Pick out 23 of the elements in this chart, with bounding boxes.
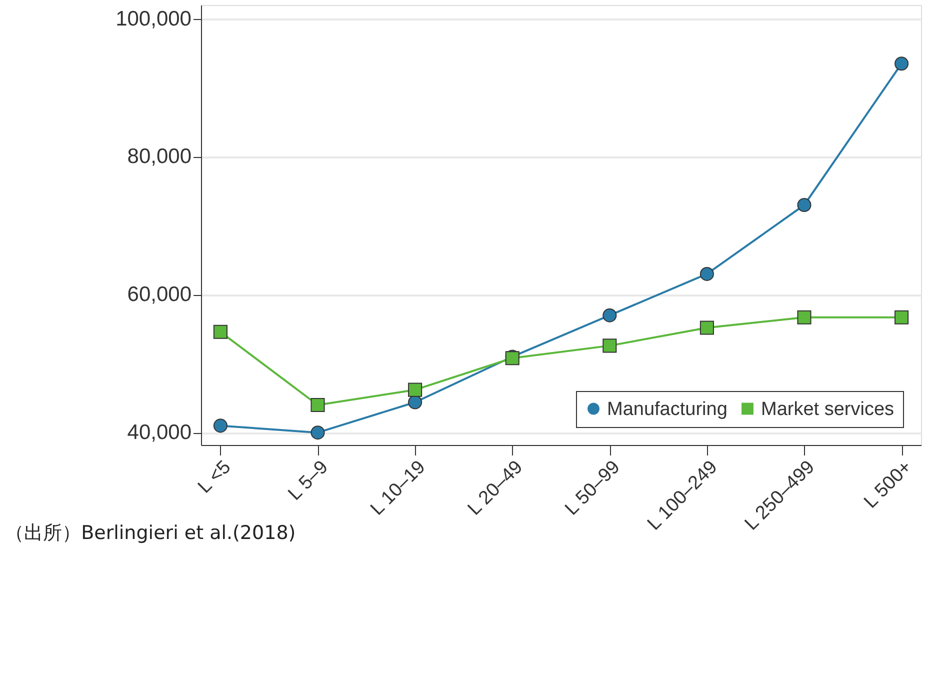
y-tick-label: 60,000: [127, 283, 192, 306]
point: [408, 382, 422, 397]
point: [213, 418, 228, 433]
legend-label: Market services: [761, 398, 894, 420]
point: [797, 310, 812, 324]
point: [894, 56, 909, 71]
point: [602, 338, 617, 353]
point: [797, 198, 812, 212]
point: [213, 324, 228, 339]
legend-label: Manufacturing: [607, 398, 728, 420]
point: [700, 266, 714, 281]
y-tick-label: 40,000: [127, 421, 192, 444]
x-tick-label: L 5–9: [284, 456, 332, 505]
point: [894, 310, 909, 324]
point: [310, 398, 325, 412]
y-tick-label: 100,000: [116, 7, 192, 30]
point: [700, 320, 714, 335]
point: [408, 395, 422, 410]
x-tick-label: L <5: [194, 456, 236, 498]
point: [602, 308, 617, 322]
point: [310, 426, 325, 440]
text: （出所）Berlingieri et al.(2018): [5, 522, 296, 544]
y-tick-label: 80,000: [127, 145, 192, 168]
